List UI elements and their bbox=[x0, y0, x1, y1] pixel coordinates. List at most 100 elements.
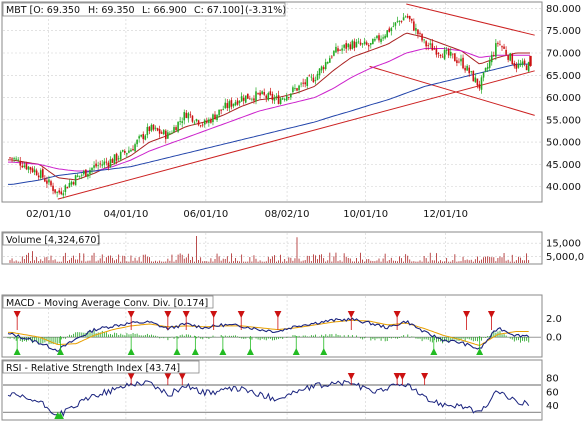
candle-body bbox=[447, 48, 450, 56]
candle-body bbox=[318, 68, 321, 76]
candle-body bbox=[199, 125, 202, 127]
candle-body bbox=[206, 121, 208, 123]
candle-body bbox=[437, 53, 440, 54]
candle-body bbox=[228, 101, 231, 109]
candle-body bbox=[361, 43, 364, 45]
candle-body bbox=[290, 93, 292, 98]
candle-body bbox=[478, 84, 481, 89]
candle-body bbox=[60, 191, 63, 195]
candle-body bbox=[288, 97, 290, 98]
candle-body bbox=[351, 40, 354, 49]
candle-body bbox=[181, 121, 183, 123]
candle-body bbox=[50, 181, 52, 186]
candle-body bbox=[298, 85, 300, 91]
date-axis: 02/01/10 04/01/10 06/01/10 08/02/10 10/01/10… bbox=[26, 209, 468, 220]
candle-body bbox=[66, 186, 69, 189]
price-y-tick-label: 40.000 bbox=[546, 182, 581, 193]
candle-body bbox=[404, 16, 407, 18]
candle-body bbox=[335, 46, 337, 53]
candle-body bbox=[452, 53, 454, 55]
candle-body bbox=[56, 191, 58, 193]
candle-body bbox=[521, 61, 524, 66]
candle-body bbox=[158, 129, 161, 134]
candle-body bbox=[105, 161, 108, 163]
trendline bbox=[369, 65, 535, 116]
rsi-y-tick-label: 80 bbox=[546, 374, 559, 385]
macd-sell-signal-marker bbox=[182, 311, 190, 318]
candle-body bbox=[458, 61, 460, 63]
candle-body bbox=[25, 163, 28, 170]
candle-body bbox=[240, 96, 243, 102]
moving-average-line-slow bbox=[8, 63, 530, 185]
price-panel: MBT [O: 69.350 H: 69.350 L: 66.900 C: 67… bbox=[1, 1, 581, 203]
candle-body bbox=[333, 50, 335, 56]
candle-body bbox=[39, 170, 42, 178]
candle-body bbox=[121, 150, 124, 152]
candle-body bbox=[113, 154, 116, 163]
candle-body bbox=[439, 54, 442, 56]
candle-body bbox=[449, 51, 452, 56]
candle-body bbox=[142, 134, 145, 140]
candle-body bbox=[214, 114, 216, 120]
price-label-change: (-3.31%) bbox=[245, 5, 286, 16]
candle-body bbox=[189, 114, 192, 116]
candle-body bbox=[316, 73, 319, 80]
candle-body bbox=[148, 126, 151, 132]
candle-body bbox=[208, 119, 210, 123]
candle-body bbox=[415, 27, 417, 31]
candle-body bbox=[101, 164, 104, 166]
candle-body bbox=[117, 158, 120, 160]
candle-body bbox=[27, 166, 30, 170]
price-y-tick-label: 55.000 bbox=[546, 115, 581, 126]
candle-body bbox=[251, 98, 253, 100]
candle-body bbox=[460, 58, 462, 62]
volume-panel: Volume [4,324,670] 15,000 5,000,0 bbox=[1, 231, 584, 265]
candle-body bbox=[380, 38, 382, 43]
rsi-sell-signal-marker bbox=[164, 373, 172, 380]
candle-body bbox=[167, 132, 169, 139]
rsi-sell-signal-marker bbox=[421, 373, 429, 380]
candle-body bbox=[310, 76, 313, 78]
candle-body bbox=[363, 41, 366, 44]
candle-body bbox=[433, 48, 436, 50]
candle-body bbox=[80, 174, 83, 176]
candle-body bbox=[322, 67, 325, 70]
candle-body bbox=[230, 100, 233, 107]
candle-body bbox=[388, 28, 391, 32]
candle-body bbox=[271, 93, 274, 100]
candle-body bbox=[462, 57, 464, 69]
candle-body bbox=[193, 122, 196, 124]
macd-sell-signal-marker bbox=[237, 311, 245, 318]
candle-body bbox=[62, 193, 65, 196]
candle-body bbox=[269, 91, 272, 95]
price-label-open: MBT [O: 69.350 bbox=[6, 5, 80, 16]
candle-body bbox=[355, 42, 358, 48]
candle-body bbox=[493, 55, 495, 57]
candle-body bbox=[341, 48, 343, 51]
candle-body bbox=[411, 18, 413, 21]
price-label-box: MBT [O: 69.350 H: 69.350 L: 66.900 C: 67… bbox=[2, 2, 286, 17]
candle-body bbox=[265, 95, 268, 99]
macd-buy-signal-marker bbox=[320, 348, 328, 355]
candle-body bbox=[238, 101, 241, 104]
candle-body bbox=[11, 157, 13, 159]
candle-body bbox=[99, 163, 101, 165]
candle-body bbox=[95, 163, 97, 167]
candle-body bbox=[152, 124, 155, 130]
candle-body bbox=[234, 102, 237, 106]
candle-body bbox=[353, 41, 356, 48]
candle-body bbox=[74, 175, 77, 186]
candle-body bbox=[23, 165, 26, 168]
price-label-high: H: 69.350 bbox=[88, 5, 135, 16]
candle-body bbox=[134, 144, 136, 152]
candle-body bbox=[474, 77, 477, 83]
macd-sell-signal-marker bbox=[347, 311, 355, 318]
candle-body bbox=[464, 67, 466, 71]
candle-body bbox=[480, 77, 483, 90]
candle-body bbox=[220, 109, 222, 111]
x-tick-label: 12/01/10 bbox=[423, 209, 468, 220]
candle-body bbox=[456, 60, 458, 63]
candle-body bbox=[249, 98, 251, 100]
candle-body bbox=[306, 77, 309, 86]
candle-body bbox=[277, 95, 280, 104]
